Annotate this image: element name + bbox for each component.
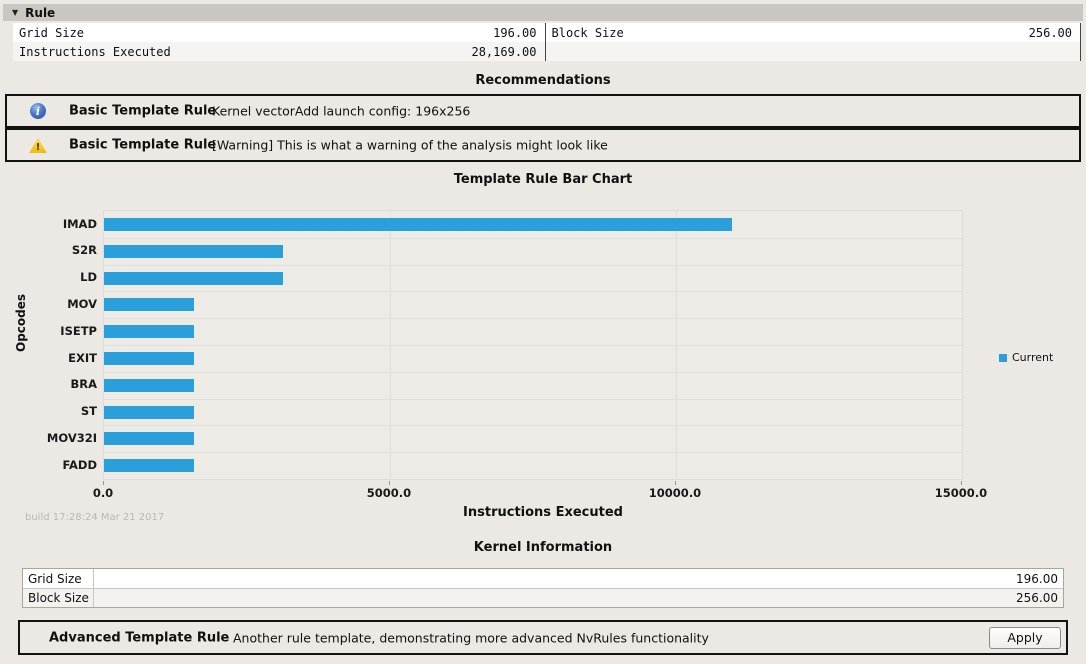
kernel-info-value: 196.00 [1016,571,1058,586]
xtick-label: 10000.0 [648,486,702,500]
chart-category-label: IMAD [62,216,97,231]
xtick-mark [389,481,390,485]
metric-name: Grid Size [19,25,85,40]
metric-value: 28,169.00 [471,44,537,59]
recommendations-heading: Recommendations [475,73,611,88]
metric-value: 256.00 [1028,25,1072,40]
chart-bar-isetp [104,325,194,339]
metric-value: 196.00 [493,25,537,40]
metric-name: Instructions Executed [19,44,171,59]
chart-bar-st [104,405,194,419]
horizontal-gridline [104,345,962,346]
horizontal-gridline [104,452,962,454]
chart-title: Template Rule Bar Chart [453,172,633,187]
xtick-label: 5000.0 [366,486,412,500]
chart-bar-ld [104,271,284,285]
horizontal-gridline [104,291,962,293]
rule-section-header[interactable]: ▼ Rule [3,4,1083,21]
horizontal-gridline [104,237,962,239]
horizontal-gridline [104,398,962,400]
chart-bar-s2r [104,244,284,258]
table-row: Grid Size 196.00 [23,569,1063,588]
chart-category-label: MOV32I [46,430,97,445]
xtick-label: 0.0 [92,486,114,500]
chart-category-label: ISETP [60,323,97,338]
chart-bar-mov32i [104,432,194,446]
chart-category-label: ST [80,404,97,419]
kernel-info-value: 256.00 [1016,591,1058,605]
chart-category-label: BRA [70,377,97,392]
chart-category-label: FADD [62,457,97,472]
table-row: Instructions Executed 28,169.00 [13,42,1080,61]
chart-bar-mov [104,298,194,312]
chart-category-label: MOV [67,296,97,311]
horizontal-gridline [104,318,962,320]
chart-ylabels: IMAD S2R LD MOV ISETP EXIT BRA ST MOV32I FADD [0,210,97,480]
legend-label: Current [1012,351,1054,364]
chart-legend: Current [999,351,1053,364]
chart-bar-imad [104,217,732,231]
chart-bar-bra [104,378,194,392]
build-info-text: build 17:28:24 Mar 21 2017 [25,512,165,523]
table-row: Grid Size 196.00 Block Size 256.00 [13,23,1080,42]
chart-category-label: EXIT [68,350,97,365]
metric-name: Block Size [551,25,624,40]
metrics-table: Grid Size 196.00 Block Size 256.00 Instr… [13,23,1081,61]
recommendation-item: i Basic Template Rule Kernel vectorAdd l… [5,94,1081,128]
rule-name: Advanced Template Rule [49,630,230,645]
rule-section-title: Rule [25,5,56,20]
table-row: Block Size 256.00 [23,588,1063,607]
rule-name: Basic Template Rule [69,137,217,153]
rule-message: Kernel vectorAdd launch config: 196x256 [212,103,471,119]
rule-name: Basic Template Rule [69,103,217,119]
apply-button[interactable]: Apply [989,626,1061,649]
chart-category-label: S2R [71,243,97,258]
legend-swatch-icon [999,353,1007,362]
warning-icon: ! [29,138,47,153]
kernel-info-name: Block Size [23,589,94,607]
chart-category-label: LD [80,270,97,285]
chart-xaxis-title: Instructions Executed [463,505,623,520]
xtick-mark [961,481,962,485]
collapse-triangle-icon[interactable]: ▼ [12,8,19,17]
info-icon: i [30,103,46,119]
advanced-rule-item: Advanced Template Rule Another rule temp… [18,620,1068,655]
rule-message: Another rule template, demonstrating mor… [233,630,709,645]
horizontal-gridline [104,425,962,427]
kernel-info-table: Grid Size 196.00 Block Size 256.00 [22,568,1064,608]
xtick-label: 15000.0 [934,486,988,500]
horizontal-gridline [104,264,962,266]
chart-bar-fadd [104,459,194,473]
chart-plot [103,210,963,480]
kernel-info-heading: Kernel Information [473,540,613,555]
rule-message: [Warning] This is what a warning of the … [212,137,608,153]
kernel-info-name: Grid Size [23,569,94,588]
chart-bar-exit [104,351,194,365]
horizontal-gridline [104,371,962,373]
xtick-mark [675,481,676,485]
recommendation-item: ! Basic Template Rule [Warning] This is … [5,128,1081,162]
xtick-mark [103,481,104,485]
